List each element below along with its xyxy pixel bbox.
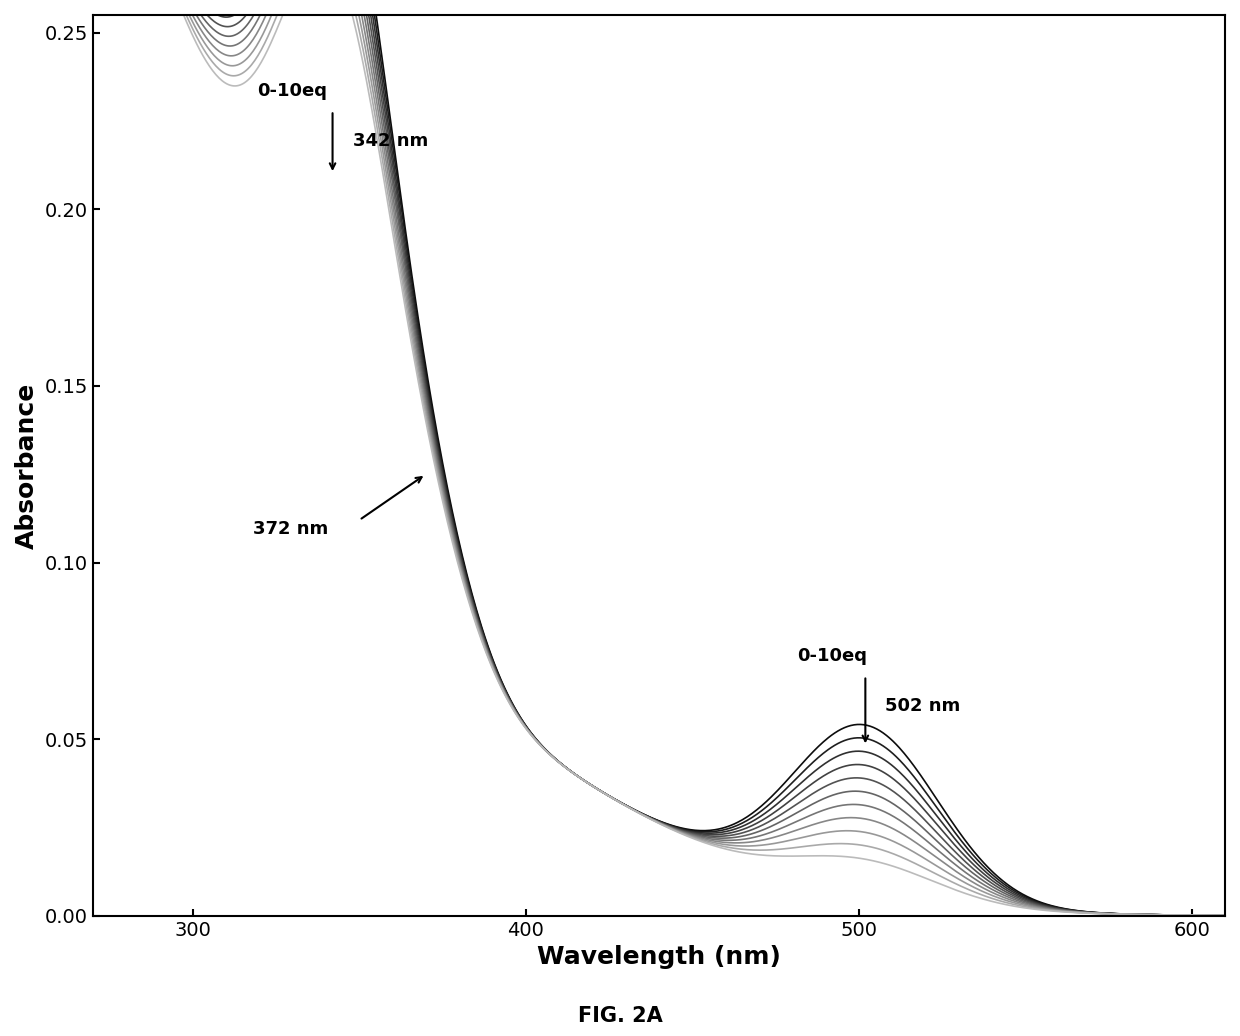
X-axis label: Wavelength (nm): Wavelength (nm)	[537, 945, 781, 970]
Text: 372 nm: 372 nm	[253, 520, 327, 539]
Text: 502 nm: 502 nm	[885, 697, 961, 715]
Y-axis label: Absorbance: Absorbance	[15, 382, 38, 548]
Text: 0-10eq: 0-10eq	[258, 82, 327, 100]
Text: 342 nm: 342 nm	[352, 132, 428, 149]
Text: 0-10eq: 0-10eq	[797, 648, 867, 665]
Text: FIG. 2A: FIG. 2A	[578, 1006, 662, 1026]
